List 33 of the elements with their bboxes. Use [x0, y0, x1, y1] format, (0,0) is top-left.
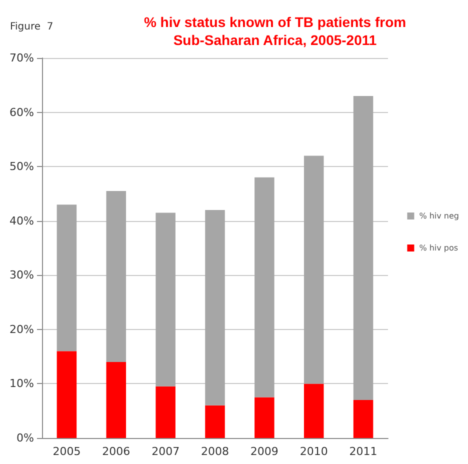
y-tick-label: 10%: [10, 377, 34, 390]
bar: [156, 386, 176, 438]
y-tick-label: 20%: [10, 322, 34, 336]
x-tick-label: 2011: [349, 445, 378, 458]
x-tick-label: 2010: [300, 445, 328, 458]
x-tick-label: 2007: [152, 445, 180, 458]
bar: [205, 405, 225, 438]
legend-label: % hiv neg: [419, 212, 460, 220]
x-tick-label: 2009: [250, 445, 278, 458]
x-tick-label: 2006: [102, 445, 130, 458]
bar: [304, 156, 324, 384]
bar: [56, 351, 77, 438]
y-tick-label: 60%: [10, 106, 34, 119]
bar: [254, 397, 274, 438]
y-tick-label: 0%: [16, 432, 34, 444]
bar: [56, 204, 77, 352]
bar: [254, 177, 274, 398]
bar: [156, 212, 176, 386]
bar: [205, 210, 225, 406]
y-tick-label: 30%: [10, 268, 34, 282]
caption: Figure 7: [10, 22, 54, 32]
y-tick-label: 40%: [10, 214, 34, 228]
bar: [106, 362, 126, 438]
chart-title: % hiv status known of TB patients from Sub-Saharan Africa, 2005-2011: [144, 14, 406, 48]
x-tick-label: 2008: [201, 445, 229, 458]
bar: [106, 191, 126, 362]
legend-label: % hiv pos: [419, 244, 458, 252]
bar: [304, 384, 324, 438]
bar: [353, 400, 374, 438]
x-tick-label: 2005: [52, 445, 81, 458]
y-tick-label: 50%: [10, 160, 34, 174]
bar: [353, 96, 374, 400]
y-tick-label: 70%: [10, 52, 34, 64]
